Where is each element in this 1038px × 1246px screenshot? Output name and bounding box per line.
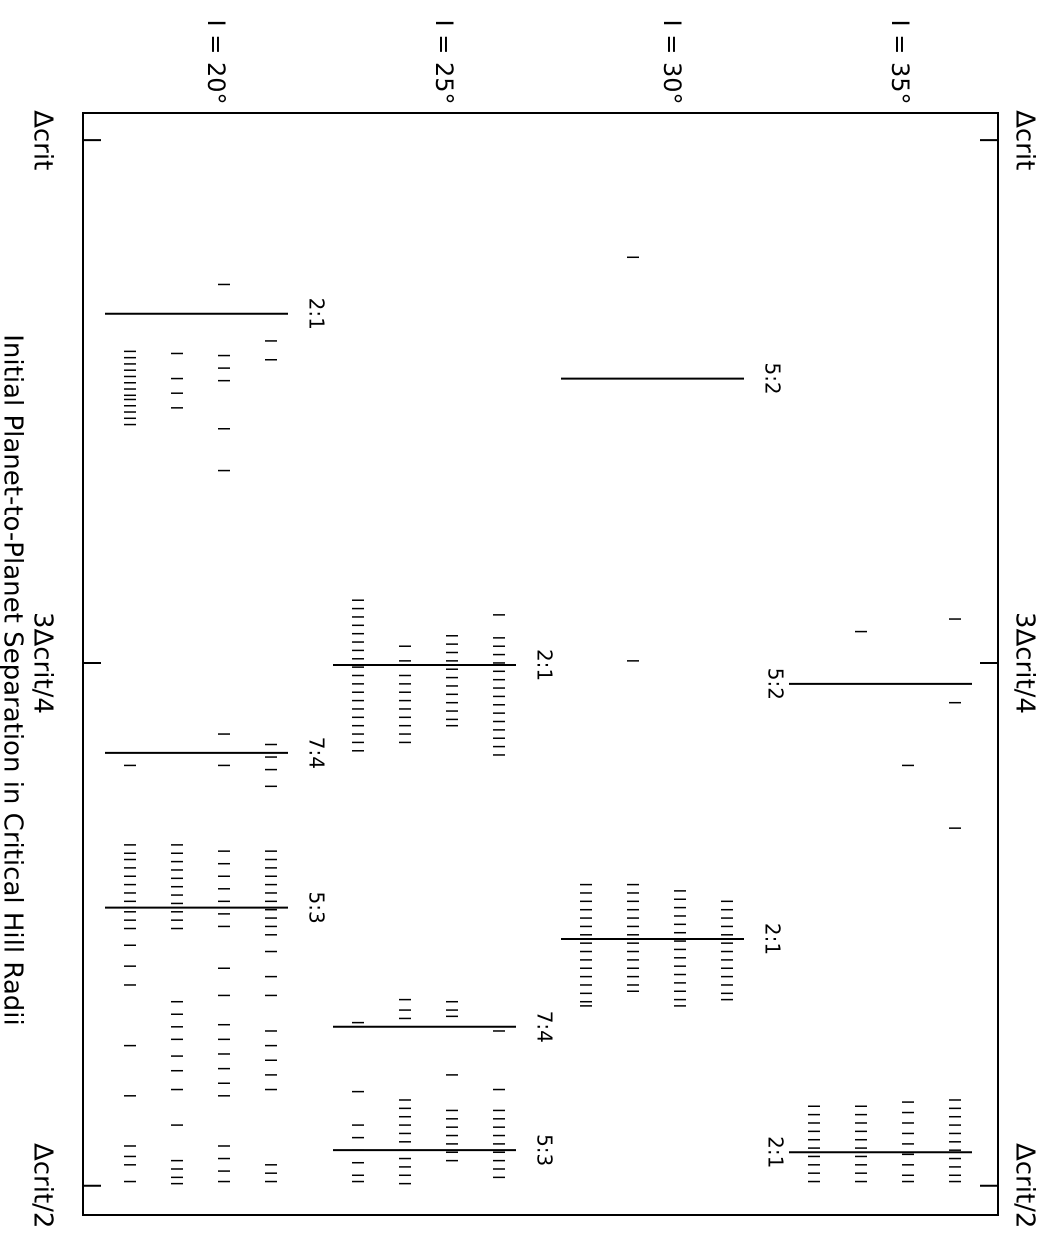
resonance-label: 5:2 <box>761 362 785 394</box>
resonance-label: 2:1 <box>761 923 785 955</box>
y-tick-label: 3Δcrit/4 <box>1010 612 1038 714</box>
y-tick-label: Δcrit <box>1010 110 1038 170</box>
y-tick-label: Δcrit/2 <box>28 1143 58 1229</box>
frame <box>82 112 999 1216</box>
panel-label: I = 25° <box>430 20 458 105</box>
resonance-label: 2:1 <box>533 649 557 681</box>
resonance-label: 7:4 <box>533 1011 557 1043</box>
resonance-label: 2:1 <box>305 298 329 330</box>
panel-label: I = 30° <box>658 20 686 105</box>
y-tick-label: 3Δcrit/4 <box>28 612 58 714</box>
axis-label: Initial Planet-to-Planet Separation in C… <box>0 334 28 1026</box>
resonance-label: 2:1 <box>764 1136 788 1168</box>
panel-label: I = 20° <box>202 20 230 105</box>
resonance-label: 5:2 <box>764 668 788 700</box>
resonance-label: 5:3 <box>533 1134 557 1166</box>
y-tick-label: Δcrit <box>28 110 58 170</box>
panel-label: I = 35° <box>886 20 914 105</box>
resonance-label: 5:3 <box>305 892 329 924</box>
y-tick-label: Δcrit/2 <box>1010 1143 1038 1229</box>
resonance-label: 7:4 <box>305 737 329 769</box>
